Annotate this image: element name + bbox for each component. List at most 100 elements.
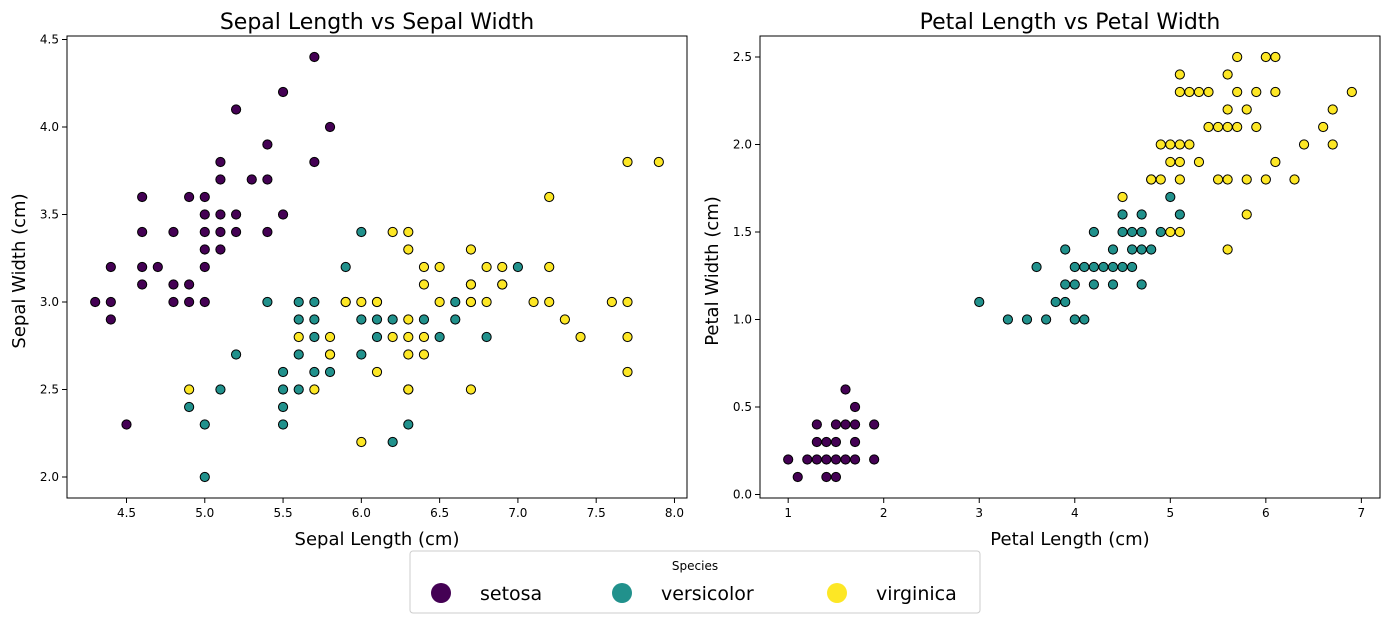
virginica-point	[1232, 86, 1243, 98]
x-tick-label: 2	[880, 506, 888, 520]
setosa-point	[246, 174, 257, 185]
versicolor-point	[1079, 261, 1090, 273]
versicolor-point	[356, 226, 367, 238]
versicolor-point	[1088, 226, 1099, 238]
setosa-point	[184, 279, 195, 290]
x-tick-label: 1	[784, 506, 792, 520]
versicolor-point	[324, 366, 336, 378]
versicolor-point	[1146, 244, 1157, 255]
virginica-point	[606, 296, 617, 308]
chart-title: Sepal Length vs Sepal Width	[220, 10, 534, 35]
x-axis-label: Sepal Length (cm)	[295, 529, 460, 550]
y-axis-label: Petal Width (cm)	[702, 196, 723, 346]
versicolor-point	[262, 296, 273, 308]
virginica-point	[1270, 156, 1281, 168]
versicolor-point	[293, 349, 304, 360]
setosa-point	[277, 86, 289, 98]
versicolor-point	[1088, 261, 1099, 273]
x-axis-label: Petal Length (cm)	[990, 529, 1149, 550]
setosa-point	[849, 436, 861, 448]
setosa-point	[105, 261, 116, 273]
virginica-point	[544, 296, 555, 308]
virginica-point	[1298, 139, 1310, 150]
versicolor-point	[1155, 226, 1166, 238]
virginica-point	[575, 331, 586, 343]
setosa-point	[184, 296, 195, 308]
versicolor-legend-label: versicolor	[661, 583, 754, 605]
versicolor-point	[512, 261, 524, 273]
y-tick-label: 1.5	[733, 225, 752, 239]
versicolor-point	[974, 296, 985, 308]
setosa-point	[792, 471, 803, 483]
virginica-point	[1251, 121, 1262, 133]
setosa-point	[811, 436, 822, 448]
virginica-legend-marker	[827, 583, 847, 603]
setosa-point	[105, 314, 116, 325]
setosa-point	[783, 454, 794, 465]
virginica-point	[1241, 209, 1252, 220]
versicolor-point	[1069, 279, 1080, 290]
setosa-point	[277, 209, 289, 220]
setosa-point	[230, 226, 242, 238]
virginica-point	[1260, 51, 1271, 63]
sepal-scatter-panel: Sepal Length vs Sepal Width Sepal Length…	[9, 10, 688, 550]
setosa-point	[215, 226, 226, 238]
plot-frame	[66, 35, 688, 499]
setosa-point	[230, 209, 242, 220]
virginica-point	[622, 156, 633, 168]
virginica-point	[1174, 139, 1185, 150]
versicolor-point	[293, 314, 304, 325]
versicolor-point	[1021, 314, 1033, 325]
setosa-point	[137, 226, 148, 238]
virginica-point	[1165, 139, 1176, 150]
x-tick-label: 7.5	[587, 506, 606, 520]
virginica-point	[340, 296, 351, 308]
versicolor-point	[340, 261, 351, 273]
virginica-point	[403, 244, 414, 255]
versicolor-point	[293, 384, 304, 395]
virginica-point	[434, 261, 445, 273]
versicolor-point	[1117, 209, 1128, 220]
versicolor-point	[1117, 261, 1128, 273]
virginica-point	[1327, 104, 1338, 115]
x-tick-label: 6.0	[352, 506, 371, 520]
setosa-point	[821, 471, 832, 483]
versicolor-point	[277, 384, 289, 395]
setosa-point	[199, 296, 210, 308]
virginica-legend-label: virginica	[876, 583, 957, 605]
x-tick-label: 4	[1071, 506, 1079, 520]
versicolor-point	[293, 296, 304, 308]
versicolor-point	[1060, 279, 1071, 290]
versicolor-point	[403, 419, 414, 430]
virginica-point	[293, 331, 304, 343]
versicolor-point	[1069, 261, 1080, 273]
virginica-point	[1174, 86, 1185, 98]
virginica-point	[1184, 86, 1195, 98]
setosa-point	[168, 226, 179, 238]
y-tick-label: 2.0	[40, 470, 59, 484]
versicolor-point	[450, 296, 461, 308]
virginica-point	[184, 384, 195, 395]
virginica-point	[1193, 86, 1205, 98]
setosa-point	[811, 419, 822, 430]
y-axis-label: Sepal Width (cm)	[9, 193, 30, 348]
versicolor-point	[1098, 261, 1109, 273]
virginica-point	[387, 226, 398, 238]
y-tick-label: 0.5	[733, 400, 752, 414]
virginica-point	[1117, 191, 1128, 203]
virginica-point	[1203, 121, 1214, 133]
setosa-point	[869, 454, 880, 465]
virginica-point	[481, 261, 492, 273]
versicolor-point	[1060, 296, 1071, 308]
virginica-point	[465, 384, 477, 395]
setosa-point	[849, 419, 861, 430]
virginica-point	[1270, 86, 1281, 98]
y-tick-label: 3.0	[40, 295, 59, 309]
versicolor-point	[309, 296, 320, 308]
setosa-point	[309, 156, 320, 168]
virginica-point	[371, 296, 383, 308]
virginica-point	[1260, 174, 1271, 185]
x-tick-label: 8.0	[665, 506, 684, 520]
setosa-point	[821, 454, 832, 465]
virginica-point	[481, 296, 492, 308]
